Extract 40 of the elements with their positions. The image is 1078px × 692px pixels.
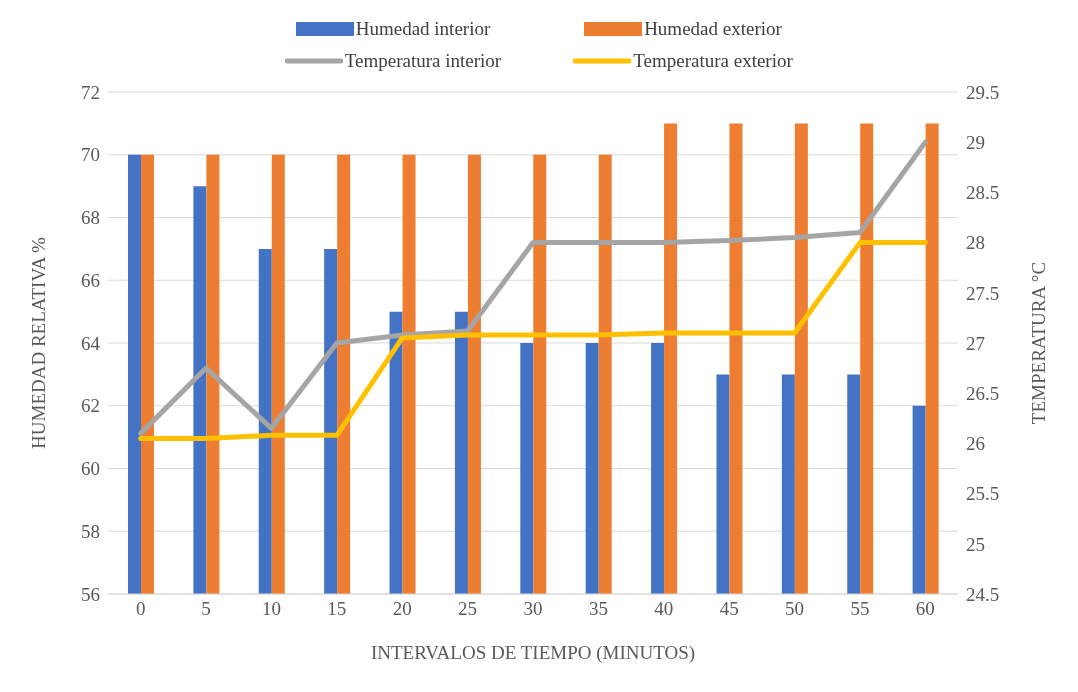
x-tick-label: 40 [654,598,674,620]
y2-tick-label: 27 [966,332,985,354]
legend-label: Temperatura exterior [633,50,793,72]
legend-label: Humedad interior [355,18,491,40]
x-tick-label: 30 [523,598,543,620]
x-tick-label: 15 [327,598,347,620]
x-tick-label: 10 [261,598,281,620]
y2-tick-label: 29 [966,131,985,153]
x-tick-label: 5 [201,598,211,620]
x-tick-label: 35 [588,598,608,620]
x-axis-title: INTERVALOS DE TIEMPO (MINUTOS) [370,642,696,664]
y-tick-label: 64 [81,332,101,354]
y2-tick-label: 26.5 [966,382,1000,404]
x-tick-label: 45 [719,598,739,620]
y2-tick-label: 28 [966,232,985,254]
y-tick-label: 68 [81,207,100,229]
y2-axis-title: TEMPERATURA °C [1027,261,1049,425]
y2-tick-label: 24.5 [966,583,1000,605]
y-tick-label: 56 [81,583,100,605]
y-tick-label: 58 [81,520,100,542]
x-tick-label: 60 [915,598,935,620]
y-tick-label: 66 [81,269,100,291]
x-tick-label: 50 [785,598,805,620]
y-tick-label: 70 [81,144,100,166]
y2-tick-label: 25 [966,533,985,555]
y2-tick-label: 25.5 [966,483,1000,505]
x-tick-label: 0 [135,598,146,620]
y-tick-label: 72 [81,81,100,103]
x-tick-label: 55 [850,598,870,620]
y2-tick-label: 26 [966,433,985,455]
y-tick-label: 62 [81,395,100,417]
y2-tick-label: 28.5 [966,182,1000,204]
legend-label: Temperatura interior [344,50,502,72]
x-tick-label: 25 [458,598,478,620]
x-tick-label: 20 [392,598,412,620]
legend-label: Humedad exterior [644,18,782,40]
y2-tick-label: 27.5 [966,282,1000,304]
y2-tick-label: 29.5 [966,81,1000,103]
y-tick-label: 60 [81,458,100,480]
y-axis-title: HUMEDAD RELATIVA % [27,236,49,449]
